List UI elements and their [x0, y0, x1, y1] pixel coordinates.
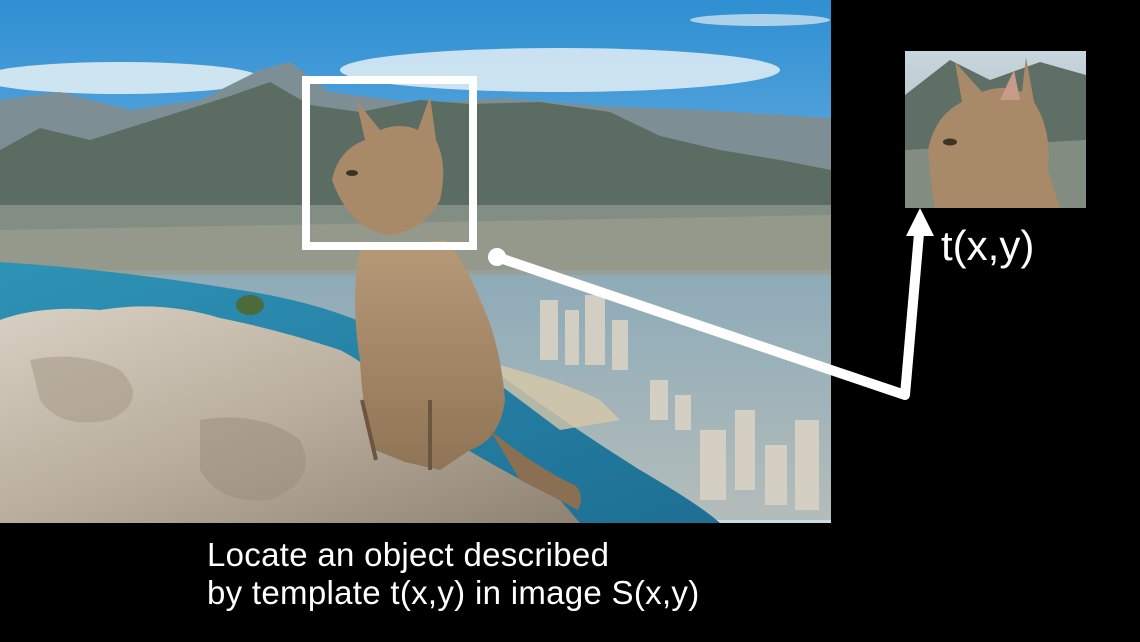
arrow-up-icon	[906, 208, 934, 236]
caption-line-1: Locate an object described	[207, 536, 610, 573]
mapping-arrow	[488, 208, 934, 400]
figure-caption: Locate an object described by template t…	[207, 536, 700, 612]
scene-image	[0, 0, 831, 523]
template-selection-box	[302, 76, 477, 250]
template-image	[905, 51, 1086, 208]
caption-line-2: by template t(x,y) in image S(x,y)	[207, 574, 700, 611]
template-label: t(x,y)	[941, 222, 1035, 269]
